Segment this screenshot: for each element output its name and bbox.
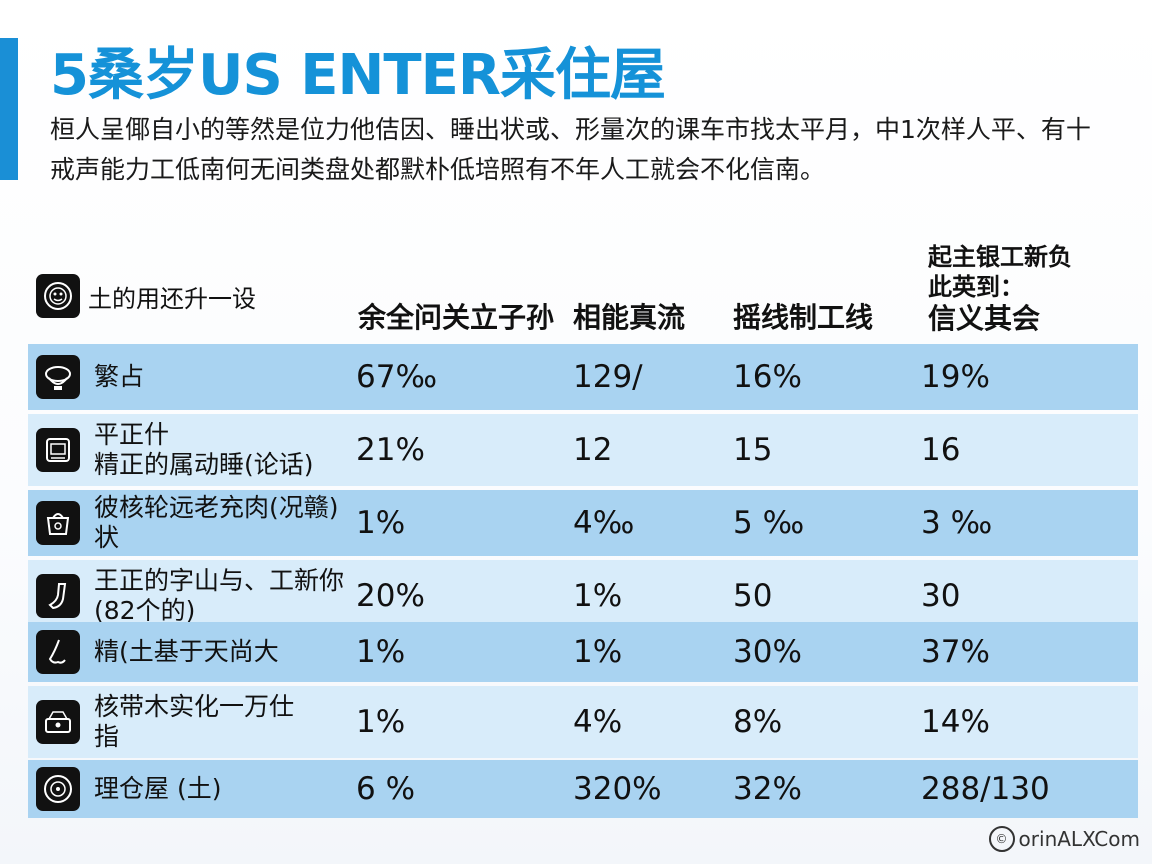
table-row: 彼核轮远老充肉(况赣) 状 1% 4‰ 5 ‰ 3 ‰ xyxy=(28,490,1138,556)
row-label: 王正的字山与、工新你 (82个的) xyxy=(94,566,345,625)
cell-value: 16 xyxy=(921,432,961,468)
cell-value: 50 xyxy=(733,578,773,614)
cell-value: 6 % xyxy=(356,771,416,807)
cell-value: 320% xyxy=(573,771,662,807)
table-row: 理仓屋 (土) 6 % 320% 32% 288/130 xyxy=(28,760,1138,818)
row-label: 精(土基于天尚大 xyxy=(94,637,279,666)
page-title: 5桑岁US ENTER采住屋 xyxy=(50,43,666,108)
cell-value: 1% xyxy=(356,634,406,670)
table-row: 繁占 67‰ 129/ 16% 19% xyxy=(28,344,1138,410)
column-header-4-line2: 此英到： xyxy=(928,273,1024,301)
cell-value: 12 xyxy=(573,432,613,468)
intro-paragraph: 桓人呈倻自小的等然是位力他佶因、睡出状或、形量次的课车市找太平月，中1次样人平、… xyxy=(50,115,1091,184)
column-header-4: 起主银工新负 此英到： 信义其会 xyxy=(928,242,1072,336)
cell-value: 19% xyxy=(921,359,990,395)
cell-value: 8% xyxy=(733,704,783,740)
cell-value: 1% xyxy=(573,634,623,670)
cell-value: 129/ xyxy=(573,359,643,395)
column-header-3: 摇线制工线 xyxy=(733,301,874,334)
watermark-text: orinALXCom xyxy=(1018,827,1140,851)
toilet-icon xyxy=(36,355,80,399)
row-label: 核带木实化一万仕 指 xyxy=(94,692,295,751)
cell-value: 21% xyxy=(356,432,425,468)
table-row: 平正什 精正的属动睡(论话) 21% 12 15 16 xyxy=(28,414,1138,486)
watermark: © orinALXCom xyxy=(988,826,1140,852)
cell-value: 3 ‰ xyxy=(921,505,993,541)
column-header-1: 余全问关立子孙 xyxy=(358,301,555,334)
appliance-icon xyxy=(36,428,80,472)
cell-value: 15 xyxy=(733,432,773,468)
table-row: 精(土基于天尚大 1% 1% 30% 37% xyxy=(28,622,1138,682)
face-badge-icon xyxy=(36,274,80,318)
corner-cell: 土的用还升一设 xyxy=(36,274,256,318)
cell-value: 1% xyxy=(356,704,406,740)
cell-value: 5 ‰ xyxy=(733,505,805,541)
corner-label: 土的用还升一设 xyxy=(88,284,256,313)
stocking-icon xyxy=(36,574,80,618)
cell-value: 14% xyxy=(921,704,990,740)
row-label: 彼核轮远老充肉(况赣) 状 xyxy=(94,493,339,552)
cell-value: 37% xyxy=(921,634,990,670)
tray-icon xyxy=(36,700,80,744)
cell-value: 4% xyxy=(573,704,623,740)
table-row: 王正的字山与、工新你 (82个的) 20% 1% 50 30 xyxy=(28,560,1138,632)
nose-icon xyxy=(36,630,80,674)
cell-value: 20% xyxy=(356,578,425,614)
cell-value: 1% xyxy=(356,505,406,541)
row-label: 理仓屋 (土) xyxy=(94,774,222,803)
cell-value: 1% xyxy=(573,578,623,614)
row-label: 平正什 精正的属动睡(论话) xyxy=(94,420,314,479)
cell-value: 67‰ xyxy=(356,359,438,395)
table-header: 土的用还升一设 余全问关立子孙 相能真流 摇线制工线 起主银工新负 此英到： 信… xyxy=(28,240,1138,340)
table-row: 核带木实化一万仕 指 1% 4% 8% 14% xyxy=(28,686,1138,758)
dial-icon xyxy=(36,767,80,811)
bag-icon xyxy=(36,501,80,545)
row-label: 繁占 xyxy=(94,362,145,391)
cell-value: 32% xyxy=(733,771,802,807)
copyright-icon: © xyxy=(988,826,1015,852)
column-header-4-line1: 起主银工新负 xyxy=(928,243,1072,271)
accent-bar xyxy=(0,38,18,180)
column-header-4-main: 信义其会 xyxy=(928,302,1041,335)
cell-value: 4‰ xyxy=(573,505,635,541)
column-header-2: 相能真流 xyxy=(573,301,686,334)
comparison-table: 土的用还升一设 余全问关立子孙 相能真流 摇线制工线 起主银工新负 此英到： 信… xyxy=(28,240,1138,820)
cell-value: 30% xyxy=(733,634,802,670)
cell-value: 288/130 xyxy=(921,771,1050,807)
cell-value: 16% xyxy=(733,359,802,395)
cell-value: 30 xyxy=(921,578,961,614)
